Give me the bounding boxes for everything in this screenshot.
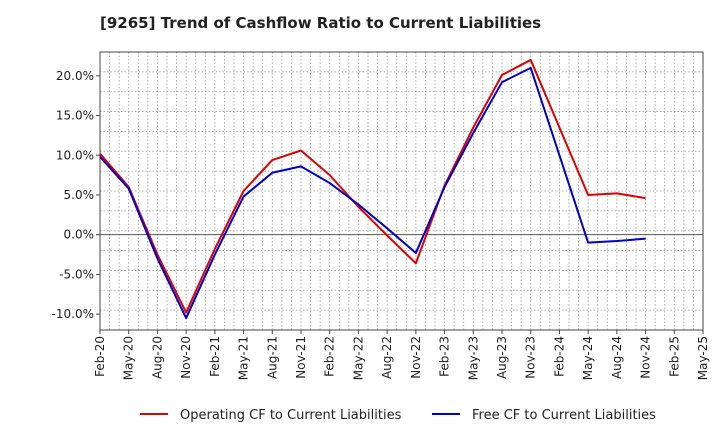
- x-tick-label: May-22: [351, 336, 365, 380]
- x-tick-label: Nov-23: [524, 336, 538, 379]
- x-tick-label: Nov-22: [409, 336, 423, 379]
- x-tick-label: Aug-20: [150, 336, 164, 379]
- x-tick-label: May-20: [122, 336, 136, 380]
- plot-border: [99, 51, 704, 331]
- legend-label-1: Operating CF to Current Liabilities: [180, 408, 402, 423]
- x-tick-label: Aug-22: [380, 336, 394, 379]
- x-tick-label: Nov-24: [639, 336, 653, 379]
- y-tick-label: 5.0%: [64, 188, 95, 202]
- x-tick-label: Aug-21: [265, 336, 279, 379]
- x-tick-label: May-25: [696, 336, 710, 380]
- x-tick-label: Feb-21: [208, 336, 222, 377]
- legend-label-2: Free CF to Current Liabilities: [472, 408, 656, 423]
- x-tick-label: May-24: [581, 336, 595, 380]
- x-tick-label: May-21: [237, 336, 251, 380]
- x-tick-label: Feb-24: [552, 336, 566, 377]
- x-tick-label: Aug-24: [610, 336, 624, 379]
- x-tick-label: May-23: [466, 336, 480, 380]
- x-tick-label: Nov-21: [294, 336, 308, 379]
- series-line-2: [99, 66, 646, 320]
- y-tick-label: 0.0%: [64, 228, 95, 242]
- x-tick-label: Feb-25: [667, 336, 681, 377]
- y-tick-label: 10.0%: [56, 148, 94, 162]
- x-tick-label: Feb-20: [93, 336, 107, 377]
- y-tick-label: 20.0%: [56, 69, 94, 83]
- y-tick-label: 15.0%: [56, 109, 94, 123]
- x-tick-label: Feb-23: [438, 336, 452, 377]
- x-tick-label: Feb-22: [323, 336, 337, 377]
- x-tick-label: Nov-20: [179, 336, 193, 379]
- y-tick-label: -10.0%: [52, 307, 94, 321]
- x-tick-label: Aug-23: [495, 336, 509, 379]
- series-line-1: [99, 58, 646, 314]
- chart-title: [9265] Trend of Cashflow Ratio to Curren…: [100, 14, 542, 32]
- y-tick-label: -5.0%: [59, 267, 94, 281]
